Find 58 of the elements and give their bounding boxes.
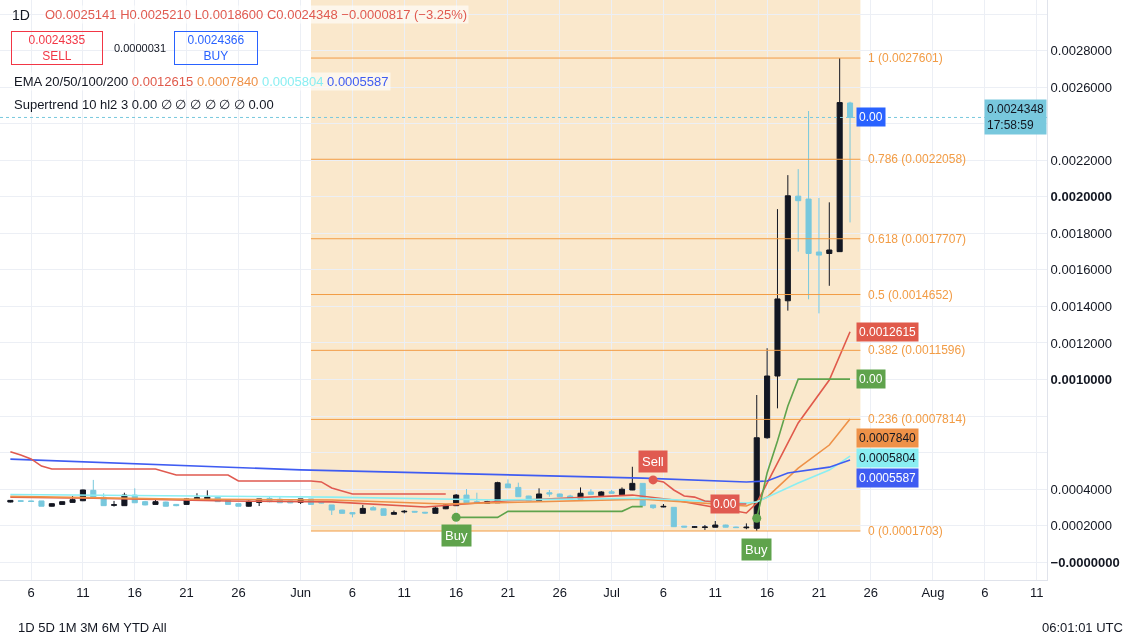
y-tick-label: 0.0020000	[1050, 189, 1113, 205]
y-tick-label: 0.0016000	[1050, 262, 1113, 278]
y-tick-label: 0.0002000	[1050, 518, 1113, 534]
data-label: Buy	[445, 528, 468, 543]
text: O0.0025141 H0.0025210 L0.0018600 C0.0024348 −0.0000817 (−3.25%)	[45, 7, 468, 22]
data-label: Sell	[642, 454, 664, 469]
x-tick-label: 26	[231, 584, 246, 600]
y-tick-label: −0.0000000	[1050, 554, 1120, 570]
x-tick-label: 16	[127, 584, 142, 600]
annotation: 0.0005587	[859, 471, 917, 485]
y-tick-label: 0.0004000	[1050, 481, 1113, 497]
y-tick-label: 0.0014000	[1050, 298, 1113, 314]
data-label: Buy	[745, 542, 768, 557]
annotation: 0.0024335 SELL	[28, 33, 86, 63]
ref-line-label: 0 (0.0001703)	[868, 524, 943, 538]
x-tick-label: 6	[27, 584, 35, 600]
ref-line-label: 0.382 (0.0011596)	[868, 343, 966, 357]
y-tick-label: 0.0018000	[1050, 225, 1113, 241]
annotation: 0.00	[859, 110, 883, 124]
y-tick-label: 0.0012000	[1050, 335, 1113, 351]
x-tick-label: 11	[76, 584, 90, 600]
ref-line-label: 0.618 (0.0017707)	[868, 232, 967, 246]
annotation: 0.0000031	[114, 42, 166, 54]
annotation: 0.0007840	[859, 431, 917, 445]
x-tick-label: Jul	[603, 584, 621, 600]
annotation: EMA 20/50/100/200 0.0012615 0.0007840 0.0005804 0.0005587	[14, 74, 389, 89]
annotation: 0.00	[859, 372, 883, 386]
x-tick-label: 6	[659, 584, 668, 600]
x-tick-label: Jun	[290, 584, 312, 600]
text: 06:01:01 UTC	[1042, 620, 1123, 635]
ref-line-label: 0.236 (0.0007814)	[868, 412, 967, 426]
x-tick-label: 21	[179, 584, 194, 600]
x-tick-label: 16	[759, 584, 775, 600]
ref-line-label: 0.0024348 17:58:59	[987, 102, 1045, 132]
annotation: 0.0005804	[859, 451, 917, 465]
x-tick-label: 26	[863, 584, 878, 600]
x-tick-label: 16	[448, 584, 464, 600]
ref-line-label: 1 (0.0027601)	[868, 51, 943, 65]
text: 1D	[12, 6, 30, 23]
x-tick-label: 21	[500, 584, 516, 600]
y-tick-label: 0.0026000	[1050, 79, 1113, 95]
x-tick-label: 26	[552, 584, 568, 600]
ref-line-label: 0.786 (0.0022058)	[868, 152, 967, 166]
x-tick-label: 6	[981, 584, 989, 600]
x-tick-label: 11	[708, 584, 723, 600]
y-tick-label: 0.0028000	[1050, 43, 1113, 59]
x-tick-label: 6	[348, 584, 357, 600]
annotation: 0.0012615	[859, 325, 917, 339]
x-tick-label: 11	[1029, 584, 1044, 600]
annotation: Supertrend 10 hl2 3 0.00 ∅ ∅ ∅ ∅ ∅ ∅ 0.00	[14, 97, 274, 112]
x-tick-label: 11	[397, 584, 412, 600]
x-tick-label: Aug	[921, 584, 945, 600]
y-tick-label: 0.0010000	[1050, 372, 1113, 388]
ref-line-label: 0.5 (0.0014652)	[868, 288, 953, 302]
annotation: 0.0024366 BUY	[187, 33, 245, 63]
y-tick-label: 0.0022000	[1050, 152, 1113, 168]
x-tick-label: 21	[811, 584, 827, 600]
text: 1D 5D 1M 3M 6M YTD All	[18, 620, 167, 635]
